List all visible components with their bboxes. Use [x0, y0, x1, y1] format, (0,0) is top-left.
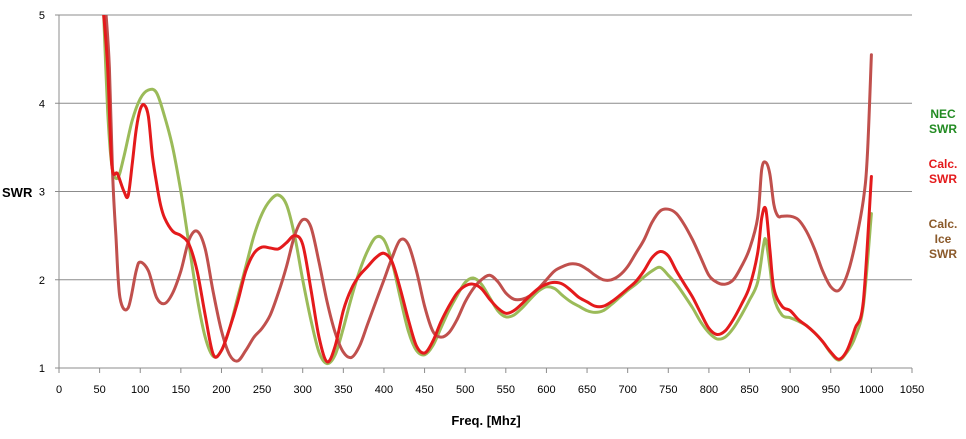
axes — [55, 14, 913, 373]
y-tick-label: 1 — [39, 363, 45, 375]
series-line-nec-swr — [102, 15, 873, 366]
legend-entry: NEC SWR — [920, 107, 966, 137]
series-lines — [102, 15, 873, 366]
legend-label-line: Calc. — [928, 217, 958, 231]
series-line-calc-ice-swr — [104, 15, 873, 363]
y-tick-label: 5 — [39, 10, 45, 22]
legend-entry: Calc. SWR — [920, 157, 966, 187]
x-tick-label: 450 — [415, 384, 433, 396]
x-tick-label: 250 — [253, 384, 271, 396]
x-tick-label: 800 — [700, 384, 718, 396]
x-tick-label: 400 — [375, 384, 393, 396]
x-tick-label: 750 — [659, 384, 677, 396]
x-tick-label: 100 — [131, 384, 149, 396]
legend-label-line: SWR — [929, 247, 957, 261]
x-tick-label: 1000 — [859, 384, 883, 396]
x-tick-label: 950 — [822, 384, 840, 396]
x-axis-title: Freq. [Mhz] — [451, 413, 520, 428]
x-tick-label: 700 — [618, 384, 636, 396]
x-tick-label: 500 — [456, 384, 474, 396]
x-tick-labels: 0 50 100 150 200 250 300 350 400 450 500 550 600 650 7… — [56, 384, 924, 396]
x-tick-label: 150 — [172, 384, 190, 396]
x-tick-label: 650 — [578, 384, 596, 396]
x-tick-label: 350 — [334, 384, 352, 396]
series-line-calc-swr — [102, 15, 873, 364]
legend-label-line: NEC — [930, 107, 956, 121]
x-tick-label: 900 — [781, 384, 799, 396]
x-tick-label: 550 — [497, 384, 515, 396]
y-tick-label: 4 — [39, 98, 45, 110]
x-tick-label: 850 — [740, 384, 758, 396]
y-axis-title: SWR — [2, 185, 33, 200]
y-tick-label: 2 — [39, 275, 45, 287]
x-tick-label: 200 — [212, 384, 230, 396]
x-tick-label: 50 — [93, 384, 105, 396]
legend-label-line: Ice — [934, 232, 952, 246]
legend-entry: Calc. Ice SWR — [920, 217, 966, 262]
legend-label-line: SWR — [929, 172, 957, 186]
y-tick-labels: 1 2 3 4 5 — [39, 10, 45, 375]
x-tick-label: 1050 — [900, 384, 924, 396]
x-tick-label: 0 — [56, 384, 62, 396]
y-tick-label: 3 — [39, 187, 45, 199]
legend-label-line: Calc. — [928, 157, 958, 171]
x-tick-label: 600 — [537, 384, 555, 396]
x-tick-label: 300 — [294, 384, 312, 396]
legend-label-line: SWR — [929, 122, 957, 136]
